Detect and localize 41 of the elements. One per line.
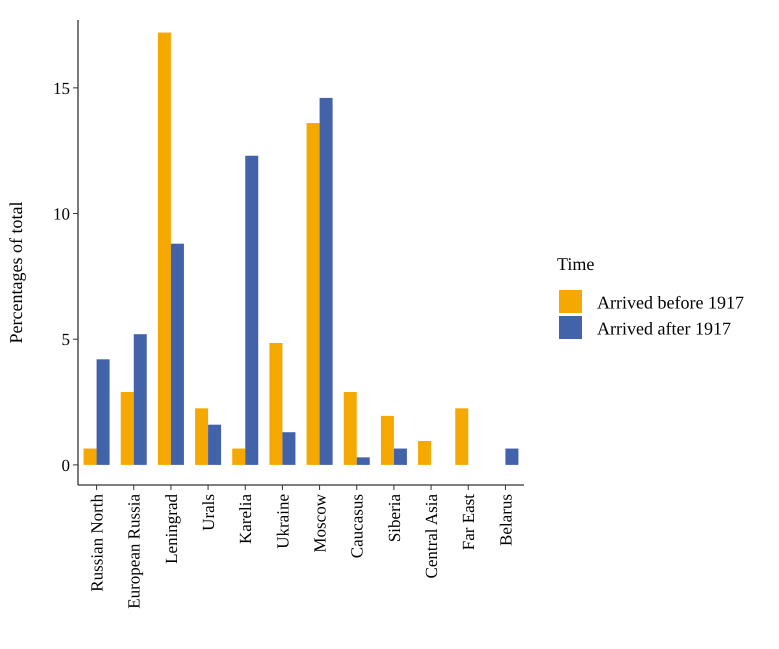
y-axis-title: Percentages of total: [6, 202, 26, 344]
bar: [380, 416, 394, 465]
x-tick-label: Urals: [199, 494, 218, 531]
x-tick-label: Central Asia: [422, 494, 442, 579]
x-tick-label: Ukraine: [273, 494, 292, 549]
bar: [245, 156, 258, 465]
bar: [306, 123, 320, 465]
bar: [356, 457, 370, 465]
x-tick-label: Caucasus: [348, 494, 367, 558]
bar: [394, 448, 407, 465]
y-tick-label: 0: [62, 456, 70, 475]
x-tick-label: Russian North: [88, 494, 107, 592]
x-tick-label: Leningrad: [162, 494, 181, 564]
x-tick-label: Far East: [459, 494, 478, 550]
bar: [320, 98, 333, 465]
x-tick-label: Moscow: [310, 493, 330, 553]
y-tick-label: 10: [53, 204, 70, 224]
bar: [170, 244, 184, 465]
bar: [455, 408, 468, 465]
bar: [195, 408, 208, 465]
bar: [158, 32, 171, 465]
bar: [120, 392, 134, 465]
bar: [84, 448, 97, 465]
legend-title: Time: [557, 254, 594, 274]
bar: [96, 359, 110, 465]
bar: [232, 448, 246, 465]
legend-label: Arrived before 1917: [597, 292, 744, 312]
bar: [418, 441, 432, 465]
x-tick-label: Siberia: [384, 494, 404, 542]
y-tick-label: 15: [53, 78, 70, 98]
x-tick-label: European Russia: [124, 494, 144, 609]
y-tick-label: 5: [62, 330, 70, 350]
bar: [134, 334, 147, 465]
legend-label: Arrived after 1917: [597, 318, 731, 338]
bar: [269, 342, 282, 465]
bar: [282, 432, 296, 465]
bar: [344, 392, 357, 465]
x-tick-label: Belarus: [496, 494, 516, 546]
x-tick-label: Karelia: [236, 494, 256, 544]
bar: [505, 448, 518, 465]
bar: [208, 424, 222, 465]
